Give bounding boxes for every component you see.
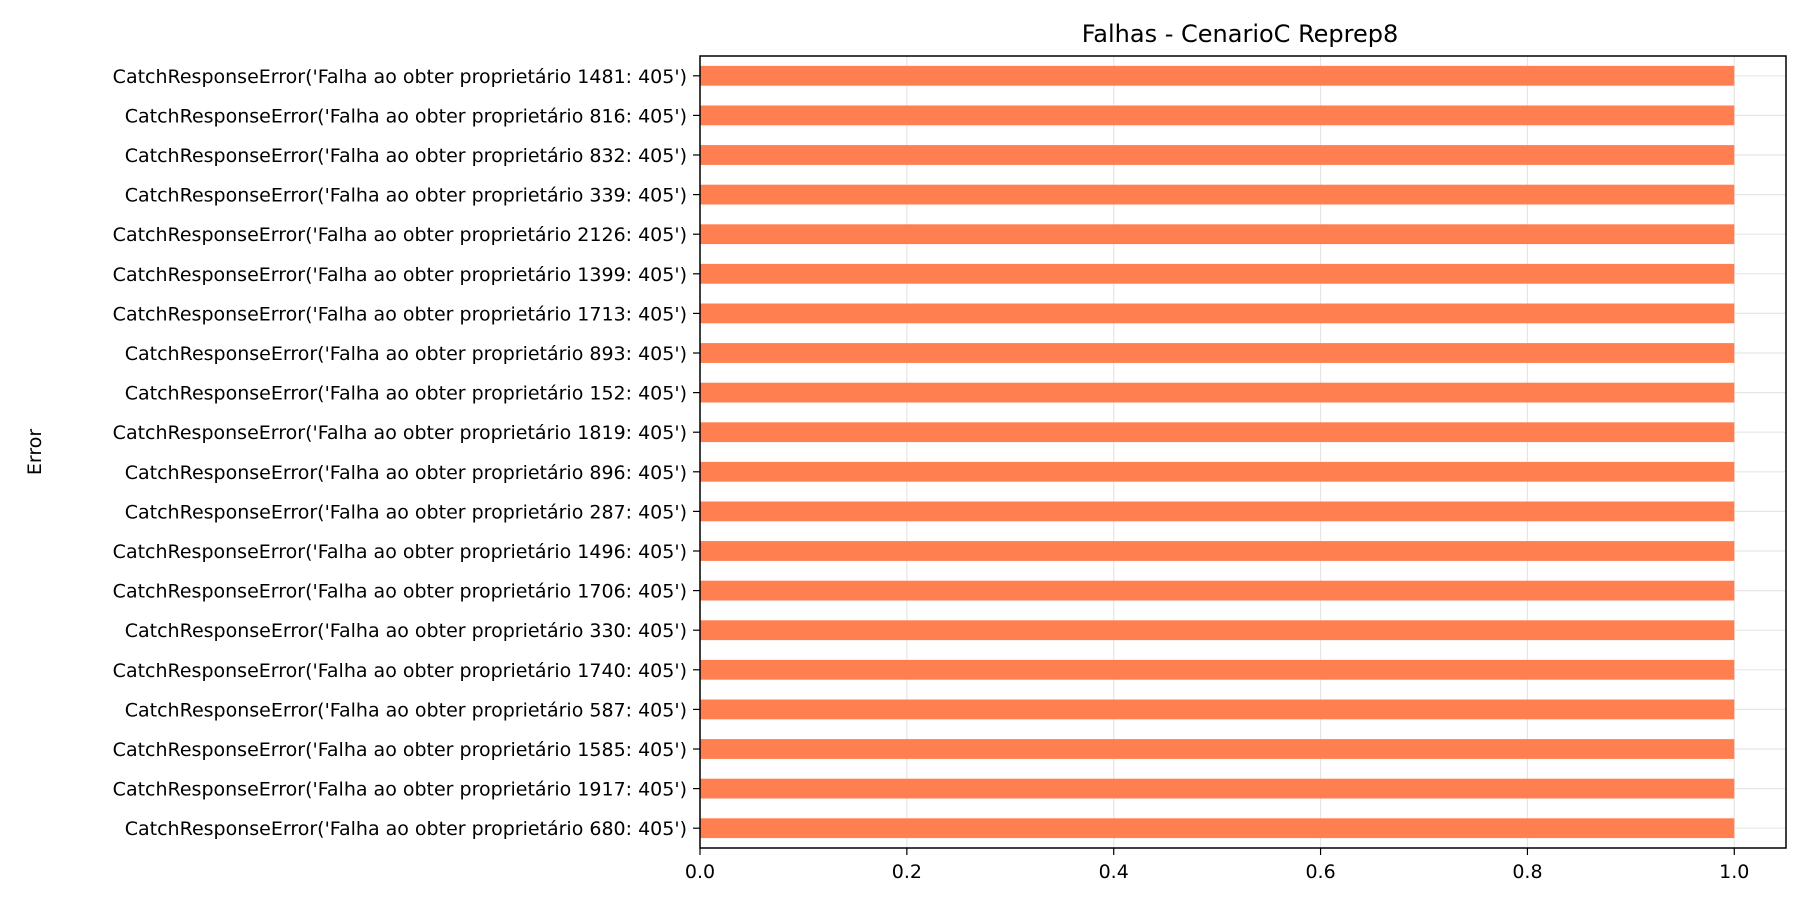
y-tick-label: CatchResponseError('Falha ao obter propr…	[113, 422, 687, 444]
bar	[700, 580, 1735, 601]
y-tick-label: CatchResponseError('Falha ao obter propr…	[113, 264, 687, 286]
y-tick-label: CatchResponseError('Falha ao obter propr…	[125, 145, 687, 167]
bar	[700, 343, 1735, 363]
bar	[700, 659, 1735, 680]
bars	[700, 65, 1735, 839]
y-axis-ticks: CatchResponseError('Falha ao obter propr…	[113, 66, 700, 840]
x-tick-label: 0.4	[1099, 861, 1129, 883]
y-tick-label: CatchResponseError('Falha ao obter propr…	[125, 383, 687, 405]
y-tick-label: CatchResponseError('Falha ao obter propr…	[113, 303, 687, 325]
y-tick-label: CatchResponseError('Falha ao obter propr…	[125, 343, 687, 365]
bar	[700, 501, 1735, 522]
x-axis-ticks: 0.0 0.2 0.4 0.6 0.8 1.0	[685, 848, 1749, 883]
plot-frame	[699, 55, 1787, 849]
bar	[700, 818, 1735, 839]
x-tick-label: 0.0	[685, 861, 715, 883]
y-tick-label: CatchResponseError('Falha ao obter propr…	[113, 66, 687, 88]
y-tick-label: CatchResponseError('Falha ao obter propr…	[113, 739, 687, 761]
bar	[700, 145, 1735, 165]
y-tick-label: CatchResponseError('Falha ao obter propr…	[113, 581, 687, 603]
y-tick-label: CatchResponseError('Falha ao obter propr…	[125, 620, 687, 642]
y-tick-label: CatchResponseError('Falha ao obter propr…	[125, 105, 687, 127]
chart-title: Falhas - CenarioC Reprep8	[1082, 20, 1399, 48]
x-tick-label: 0.6	[1305, 861, 1335, 883]
y-tick-label: CatchResponseError('Falha ao obter propr…	[113, 541, 687, 563]
bar	[700, 422, 1735, 443]
bar	[700, 263, 1735, 284]
bar	[700, 778, 1735, 799]
bar	[700, 224, 1735, 245]
bar	[700, 303, 1735, 324]
bar	[700, 461, 1735, 482]
y-tick-label: CatchResponseError('Falha ao obter propr…	[125, 501, 687, 523]
y-tick-label: CatchResponseError('Falha ao obter propr…	[125, 185, 687, 207]
bar	[700, 184, 1735, 205]
bar	[700, 739, 1735, 759]
y-tick-label: CatchResponseError('Falha ao obter propr…	[125, 699, 687, 721]
y-tick-label: CatchResponseError('Falha ao obter propr…	[125, 462, 687, 484]
bar	[700, 541, 1735, 561]
y-axis-label: Error	[24, 429, 46, 476]
x-tick-label: 0.2	[892, 861, 922, 883]
bar	[700, 105, 1735, 126]
grid-lines	[699, 56, 1786, 848]
y-tick-label: CatchResponseError('Falha ao obter propr…	[113, 224, 687, 246]
bar	[700, 382, 1735, 403]
bar	[700, 620, 1735, 641]
bar	[700, 699, 1735, 720]
bar	[700, 65, 1735, 86]
y-tick-label: CatchResponseError('Falha ao obter propr…	[113, 779, 687, 801]
x-tick-label: 1.0	[1719, 861, 1749, 883]
y-tick-label: CatchResponseError('Falha ao obter propr…	[125, 818, 687, 840]
y-tick-label: CatchResponseError('Falha ao obter propr…	[113, 660, 687, 682]
x-tick-label: 0.8	[1512, 861, 1542, 883]
